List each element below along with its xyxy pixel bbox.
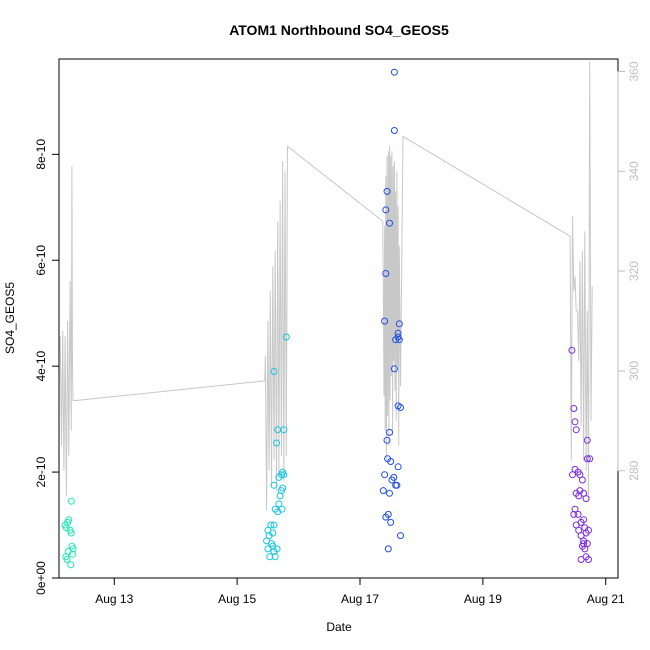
secondary-line-layer (59, 61, 593, 511)
y-tick-label: 0e+00 (34, 561, 48, 595)
data-point (390, 68, 398, 76)
data-point (280, 471, 288, 479)
data-point (69, 550, 76, 558)
plot-frame (58, 58, 619, 579)
data-point (383, 187, 391, 195)
data-point (571, 505, 579, 513)
data-point (387, 518, 395, 526)
data-point (381, 471, 389, 479)
y2-tick-label: 340 (627, 161, 641, 181)
data-point (379, 487, 387, 495)
secondary-line (59, 61, 593, 511)
data-point (381, 317, 389, 325)
series-flight3 (379, 68, 404, 553)
data-point (382, 206, 390, 214)
data-point (63, 556, 71, 563)
data-point (270, 481, 278, 489)
y2-tick-label: 300 (627, 361, 641, 381)
y2-tick-label: 360 (627, 61, 641, 81)
data-point (392, 481, 400, 489)
data-point (383, 436, 391, 444)
series-flight1 (61, 497, 77, 569)
data-point (578, 476, 586, 484)
data-point (282, 333, 290, 341)
data-point (388, 476, 396, 484)
data-point (386, 219, 393, 227)
data-point (390, 127, 398, 134)
x-tick-label: Aug 19 (464, 592, 502, 606)
data-point (572, 426, 580, 434)
data-point (273, 545, 281, 553)
data-point (269, 529, 277, 537)
data-point (274, 508, 282, 516)
data-point (387, 458, 395, 465)
data-point (570, 510, 578, 518)
data-point (395, 320, 403, 328)
data-point (280, 426, 288, 434)
data-point (273, 439, 280, 447)
data-point (570, 405, 578, 412)
y-tick-label: 8e-10 (34, 139, 48, 170)
y-tick-label: 2e-10 (34, 456, 48, 487)
data-point (67, 529, 75, 537)
data-point (397, 404, 404, 411)
data-point (390, 365, 398, 373)
data-point (69, 545, 77, 553)
data-point (582, 529, 590, 537)
data-point (397, 532, 404, 540)
data-point (275, 500, 283, 508)
data-point (384, 510, 392, 518)
data-point (266, 553, 274, 561)
data-point (577, 556, 585, 563)
data-point (394, 463, 402, 471)
y2-axis: 280 300 320 340 360 (617, 61, 641, 481)
data-point (382, 270, 390, 277)
chart-title: ATOM1 Northbound SO4_GEOS5 (229, 22, 449, 38)
data-point (67, 561, 75, 569)
data-point (585, 556, 592, 563)
data-point (580, 516, 588, 524)
series-flight4 (568, 346, 594, 563)
data-point (270, 521, 278, 529)
data-point (274, 426, 282, 434)
data-point (67, 497, 75, 505)
data-point (65, 516, 73, 524)
data-point (395, 336, 403, 344)
y-axis: 0e+00 2e-10 4e-10 6e-10 8e-10 (34, 139, 60, 595)
data-point (568, 346, 576, 354)
x-axis: Aug 13 Aug 15 Aug 17 Aug 19 Aug 21 (95, 577, 625, 606)
data-point (270, 368, 278, 375)
y-tick-label: 4e-10 (34, 350, 48, 381)
data-point (583, 455, 591, 463)
data-point (586, 455, 594, 463)
data-point (279, 484, 287, 492)
data-point (580, 540, 588, 548)
series-flight2 (263, 333, 290, 561)
x-tick-label: Aug 17 (341, 592, 379, 606)
data-point (267, 521, 275, 529)
y2-tick-label: 320 (627, 261, 641, 281)
data-point (574, 510, 582, 518)
x-tick-label: Aug 13 (95, 592, 133, 606)
data-point (384, 545, 392, 553)
data-point (582, 495, 590, 503)
data-point (386, 428, 393, 436)
data-point (268, 540, 275, 548)
data-point (571, 418, 579, 426)
x-tick-label: Aug 21 (587, 592, 625, 606)
x-axis-label: Date (326, 620, 352, 634)
data-point (264, 545, 272, 553)
x-tick-label: Aug 15 (218, 592, 256, 606)
y2-tick-label: 280 (627, 460, 641, 480)
points-layer (61, 68, 594, 569)
data-point (386, 489, 393, 497)
y-axis-label: SO4_GEOS5 (3, 282, 17, 354)
data-point (394, 329, 402, 337)
data-point (581, 545, 589, 553)
data-point (583, 436, 591, 444)
y-tick-label: 6e-10 (34, 245, 48, 276)
